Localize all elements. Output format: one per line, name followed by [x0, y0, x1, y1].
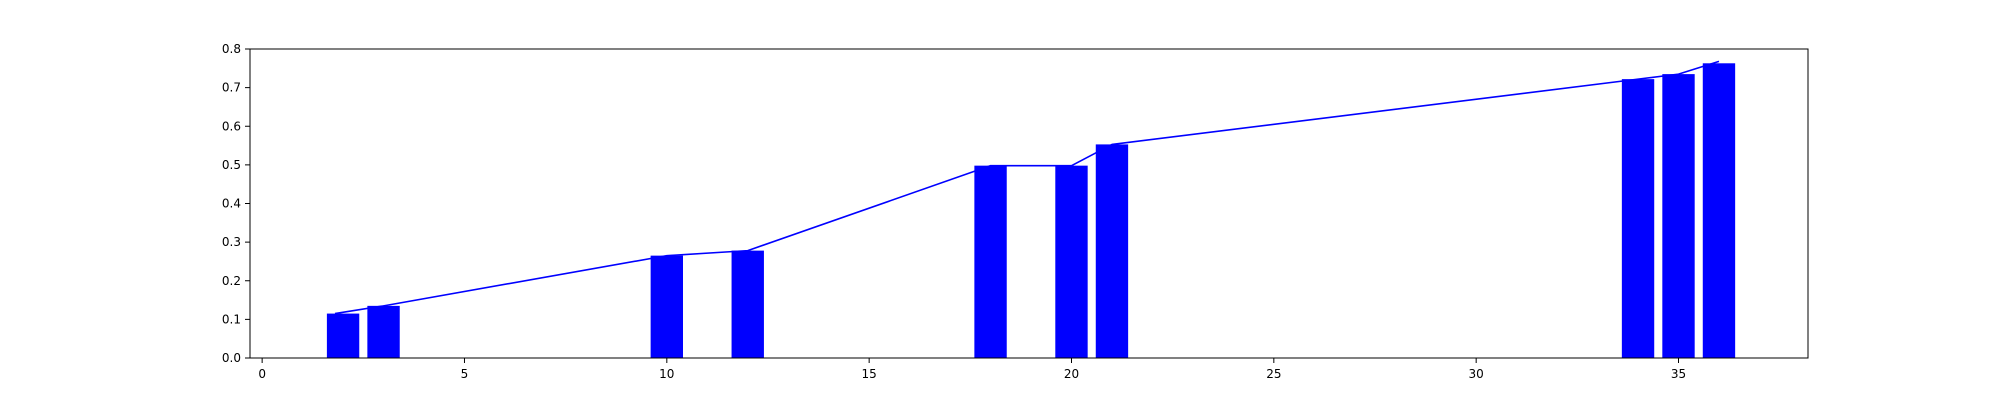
bar-5	[1055, 165, 1088, 358]
y-tick-label-2: 0.2	[222, 274, 241, 288]
y-tick-label-5: 0.5	[222, 158, 241, 172]
x-tick-label-0: 0	[258, 367, 266, 381]
bar-8	[1662, 74, 1695, 359]
trend-line	[334, 60, 1720, 315]
axes-layer	[249, 48, 1809, 359]
bar-1	[367, 305, 400, 358]
y-tick-label-6: 0.6	[222, 119, 241, 133]
x-tick-label-3: 15	[862, 367, 877, 381]
y-tick-label-3: 0.3	[222, 235, 241, 249]
bar-9	[1702, 63, 1736, 358]
x-tick-label-6: 30	[1469, 367, 1484, 381]
trend-line-layer	[334, 60, 1720, 315]
y-tick-label-4: 0.4	[222, 197, 241, 211]
y-tick-label-8: 0.8	[222, 42, 241, 56]
bar-2	[650, 255, 683, 358]
plot-frame	[249, 48, 1809, 359]
bar-7	[1621, 79, 1655, 358]
x-tick-label-4: 20	[1064, 367, 1079, 381]
bar-0	[326, 313, 360, 358]
bar-3	[731, 250, 764, 358]
ticks-layer: 0 5 10 15 20 25 30 35 0.0 0.1 0.2 0.3 0.4 0.5 0.6 0.7 0.…	[222, 42, 1686, 381]
y-tick-label-0: 0.0	[222, 351, 241, 365]
bar-6	[1095, 144, 1129, 358]
x-tick-label-5: 25	[1266, 367, 1281, 381]
y-tick-label-1: 0.1	[222, 312, 241, 326]
x-tick-label-2: 10	[659, 367, 674, 381]
x-tick-label-7: 35	[1671, 367, 1686, 381]
bars-layer	[326, 63, 1736, 359]
x-tick-label-1: 5	[461, 367, 469, 381]
bar-4	[974, 165, 1007, 358]
y-tick-label-7: 0.7	[222, 81, 241, 95]
